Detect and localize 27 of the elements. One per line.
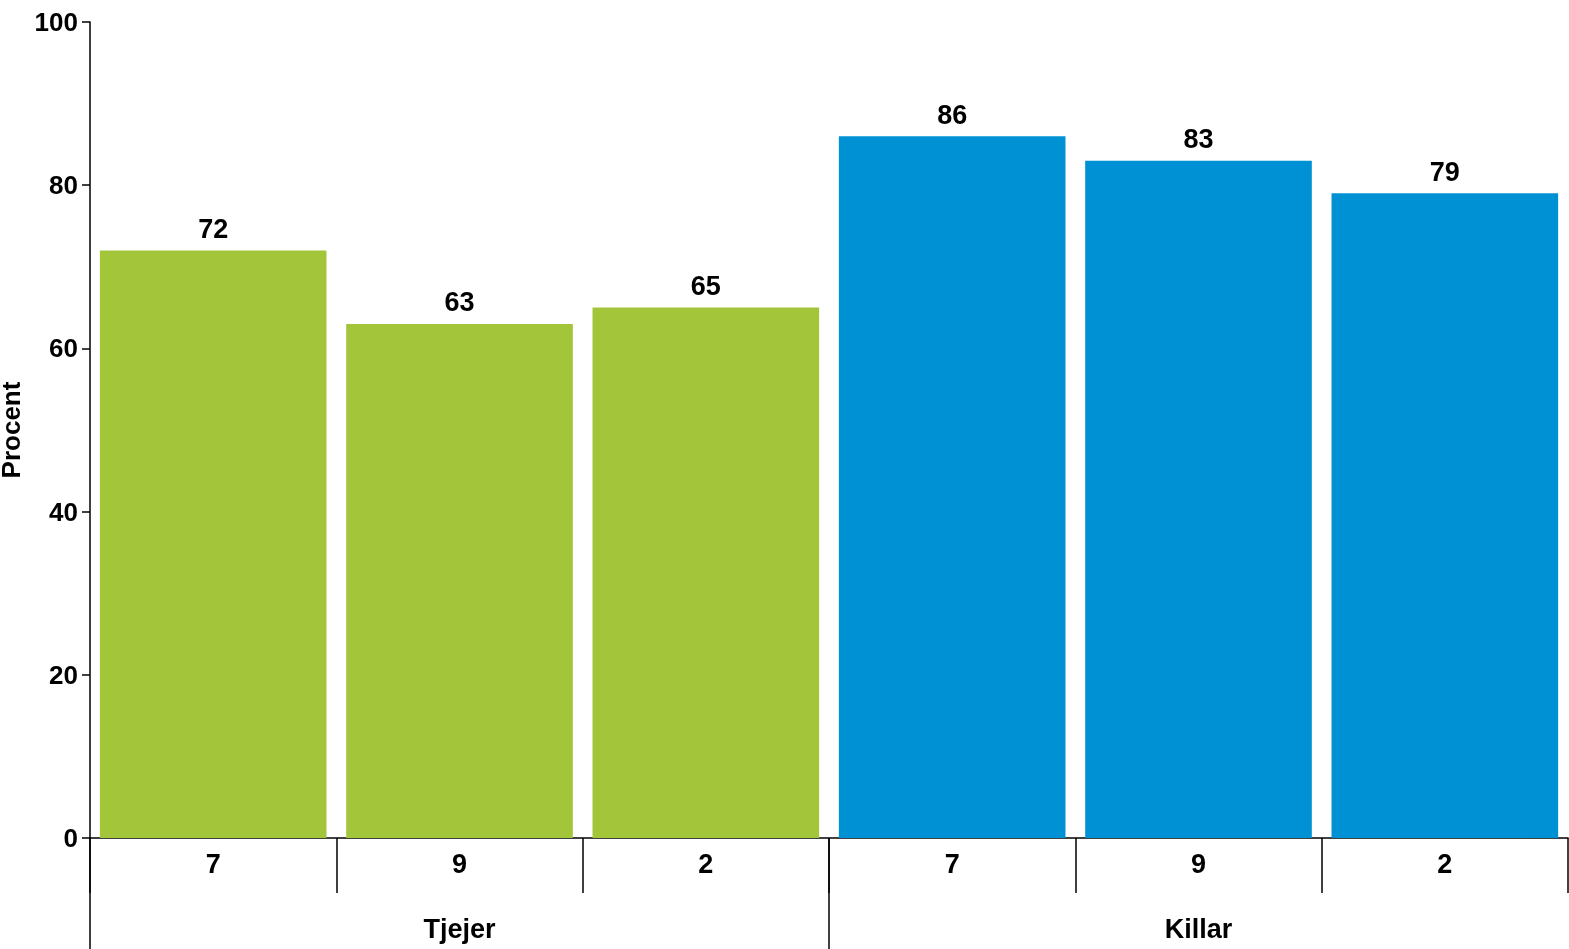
y-axis-title: Procent bbox=[0, 381, 26, 479]
x-tick-label: 2 bbox=[698, 848, 714, 879]
x-tick-label: 7 bbox=[205, 848, 221, 879]
y-tick-label: 60 bbox=[49, 333, 78, 364]
x-tick-label: 9 bbox=[1190, 848, 1207, 879]
bar bbox=[346, 323, 573, 838]
text: Tjejer bbox=[423, 913, 496, 944]
bar bbox=[592, 307, 820, 838]
y-tick-label: 40 bbox=[49, 496, 78, 527]
text: Killar bbox=[1164, 913, 1233, 944]
bar bbox=[1331, 193, 1559, 838]
bar bbox=[1085, 160, 1312, 838]
y-tick-label: 20 bbox=[49, 659, 78, 690]
data-label: 65 bbox=[690, 271, 721, 302]
x-tick-label: 7 bbox=[944, 848, 960, 879]
data-label: 72 bbox=[198, 213, 229, 244]
x-tick-label: 2 bbox=[1437, 848, 1453, 879]
y-tick-label: 0 bbox=[63, 823, 78, 853]
bar bbox=[838, 136, 1066, 838]
y-tick-label: 100 bbox=[34, 7, 78, 37]
data-label: 83 bbox=[1183, 124, 1214, 155]
data-label: 86 bbox=[937, 99, 968, 130]
data-label: 79 bbox=[1429, 156, 1460, 187]
bar bbox=[99, 250, 327, 838]
data-label: 63 bbox=[444, 287, 475, 318]
y-tick-label: 80 bbox=[49, 170, 78, 201]
x-tick-label: 9 bbox=[451, 848, 468, 879]
